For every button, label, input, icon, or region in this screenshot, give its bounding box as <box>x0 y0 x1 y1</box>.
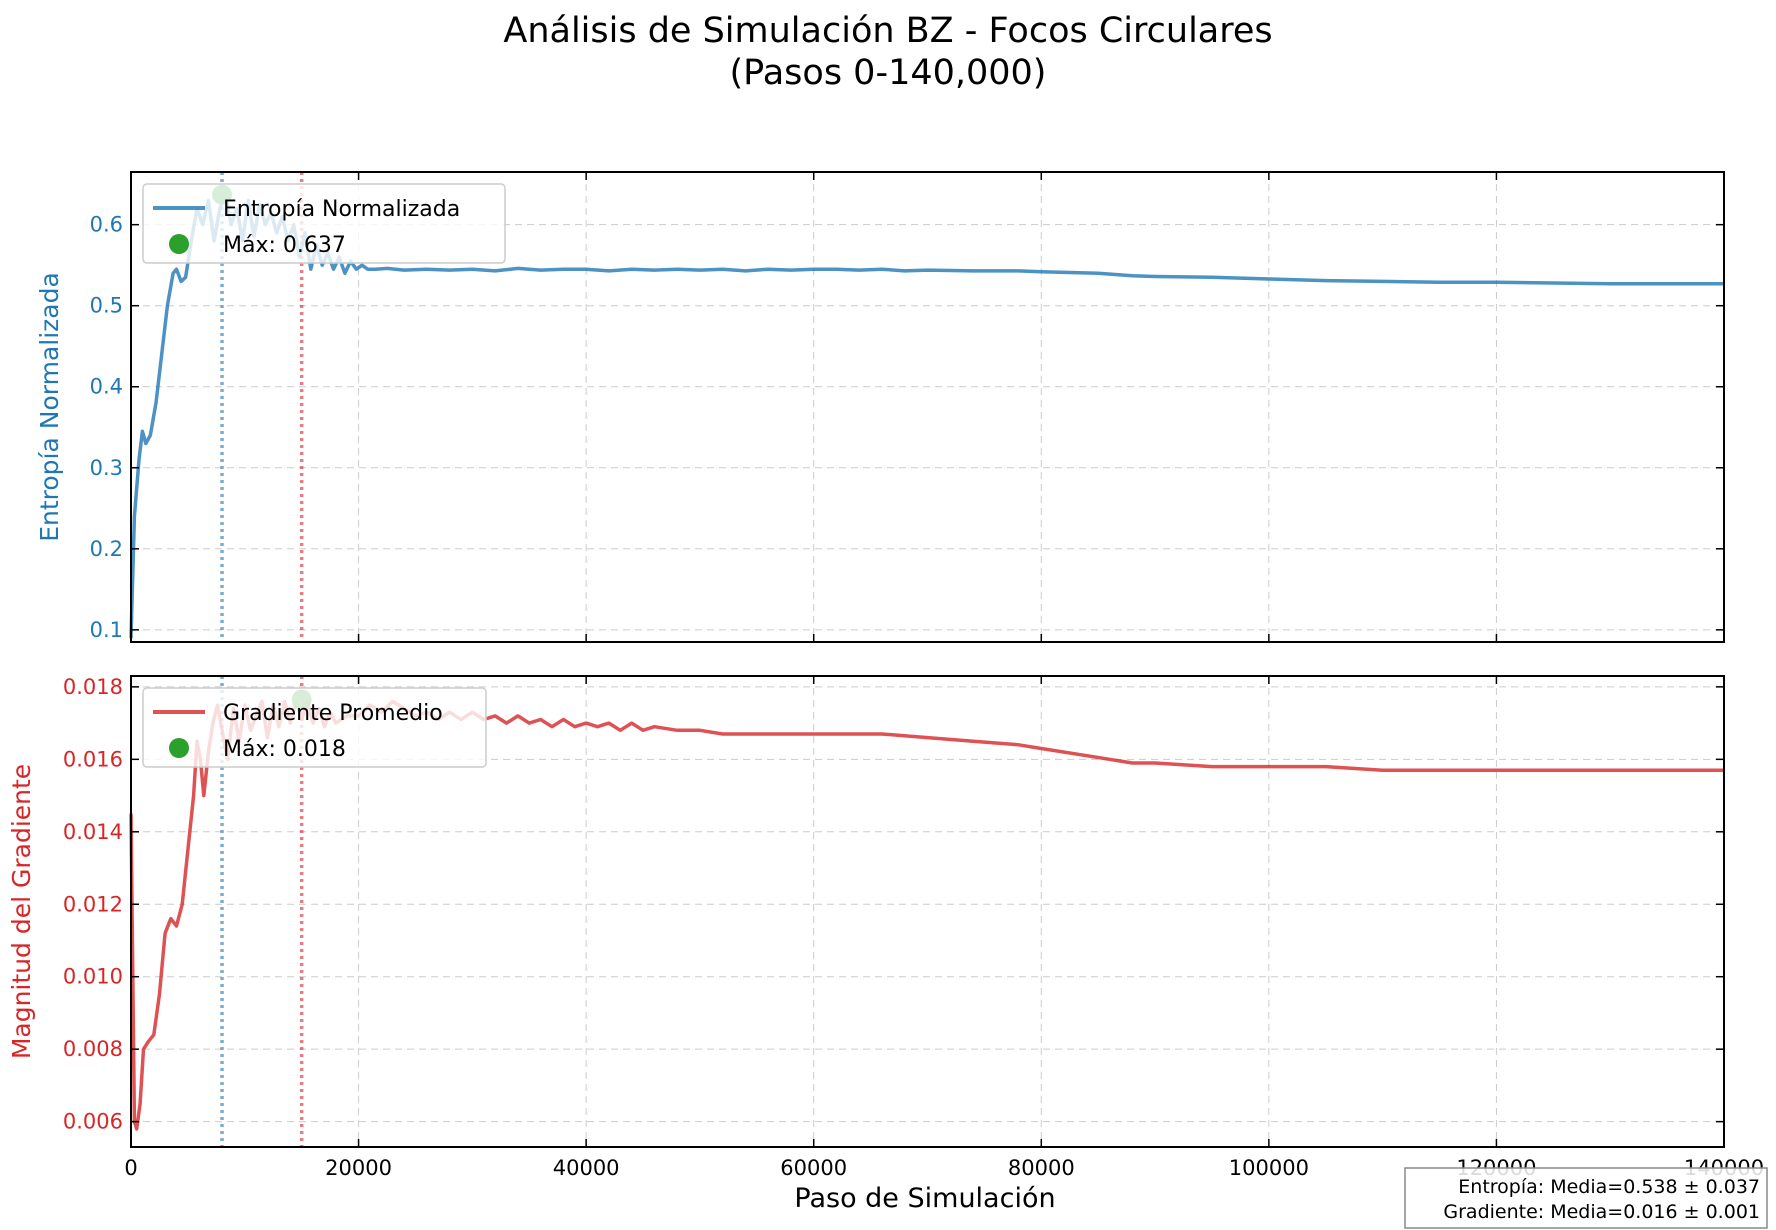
y-tick-label: 0.016 <box>63 747 123 771</box>
y-tick-label: 0.3 <box>90 456 123 480</box>
legend-series-label: Entropía Normalizada <box>223 197 460 222</box>
x-tick-label: 40000 <box>553 1156 620 1180</box>
y-tick-label: 0.018 <box>63 675 123 699</box>
legend-series-label: Gradiente Promedio <box>223 701 443 726</box>
x-tick-label: 0 <box>124 1156 137 1180</box>
x-tick-label: 100000 <box>1229 1156 1309 1180</box>
y-tick-label: 0.006 <box>63 1110 123 1134</box>
legend-max-swatch <box>169 738 189 758</box>
chart-title-line2: (Pasos 0-140,000) <box>730 53 1047 93</box>
y-tick-label: 0.2 <box>90 537 123 561</box>
y-tick-label: 0.010 <box>63 965 123 989</box>
y-axis-label: Entropía Normalizada <box>35 272 64 542</box>
axes-frame <box>130 171 1725 643</box>
x-tick-label: 20000 <box>325 1156 392 1180</box>
y-tick-label: 0.5 <box>90 294 123 318</box>
legend: Entropía Normalizada Máx: 0.637 <box>142 183 506 264</box>
y-axis-label: Magnitud del Gradiente <box>7 764 36 1059</box>
legend: Gradiente Promedio Máx: 0.018 <box>142 687 487 768</box>
chart-title-line1: Análisis de Simulación BZ - Focos Circul… <box>503 11 1272 51</box>
y-tick-label: 0.008 <box>63 1037 123 1061</box>
y-tick-label: 0.4 <box>90 375 123 399</box>
y-tick-label: 0.014 <box>63 820 123 844</box>
y-tick-label: 0.6 <box>90 213 123 237</box>
stats-line-entropy: Entropía: Media=0.538 ± 0.037 <box>1458 1176 1760 1198</box>
y-tick-label: 0.1 <box>90 618 123 642</box>
legend-box <box>142 183 506 264</box>
axes-frame <box>130 675 1725 1148</box>
stats-line-gradient: Gradiente: Media=0.016 ± 0.001 <box>1443 1201 1760 1223</box>
x-tick-label: 60000 <box>780 1156 847 1180</box>
y-tick-label: 0.012 <box>63 892 123 916</box>
gradient-panel: 0.006 0.008 0.010 0.012 0.014 0.016 0.018 0 2000… <box>7 675 1764 1180</box>
x-axis-label: Paso de Simulación <box>794 1183 1055 1214</box>
legend-max-swatch <box>169 234 189 254</box>
stats-box: Entropía: Media=0.538 ± 0.037 Gradiente:… <box>1404 1167 1768 1229</box>
legend-max-label: Máx: 0.637 <box>223 233 346 258</box>
x-tick-label: 80000 <box>1008 1156 1075 1180</box>
legend-box <box>142 687 487 768</box>
legend-max-label: Máx: 0.018 <box>223 737 346 762</box>
